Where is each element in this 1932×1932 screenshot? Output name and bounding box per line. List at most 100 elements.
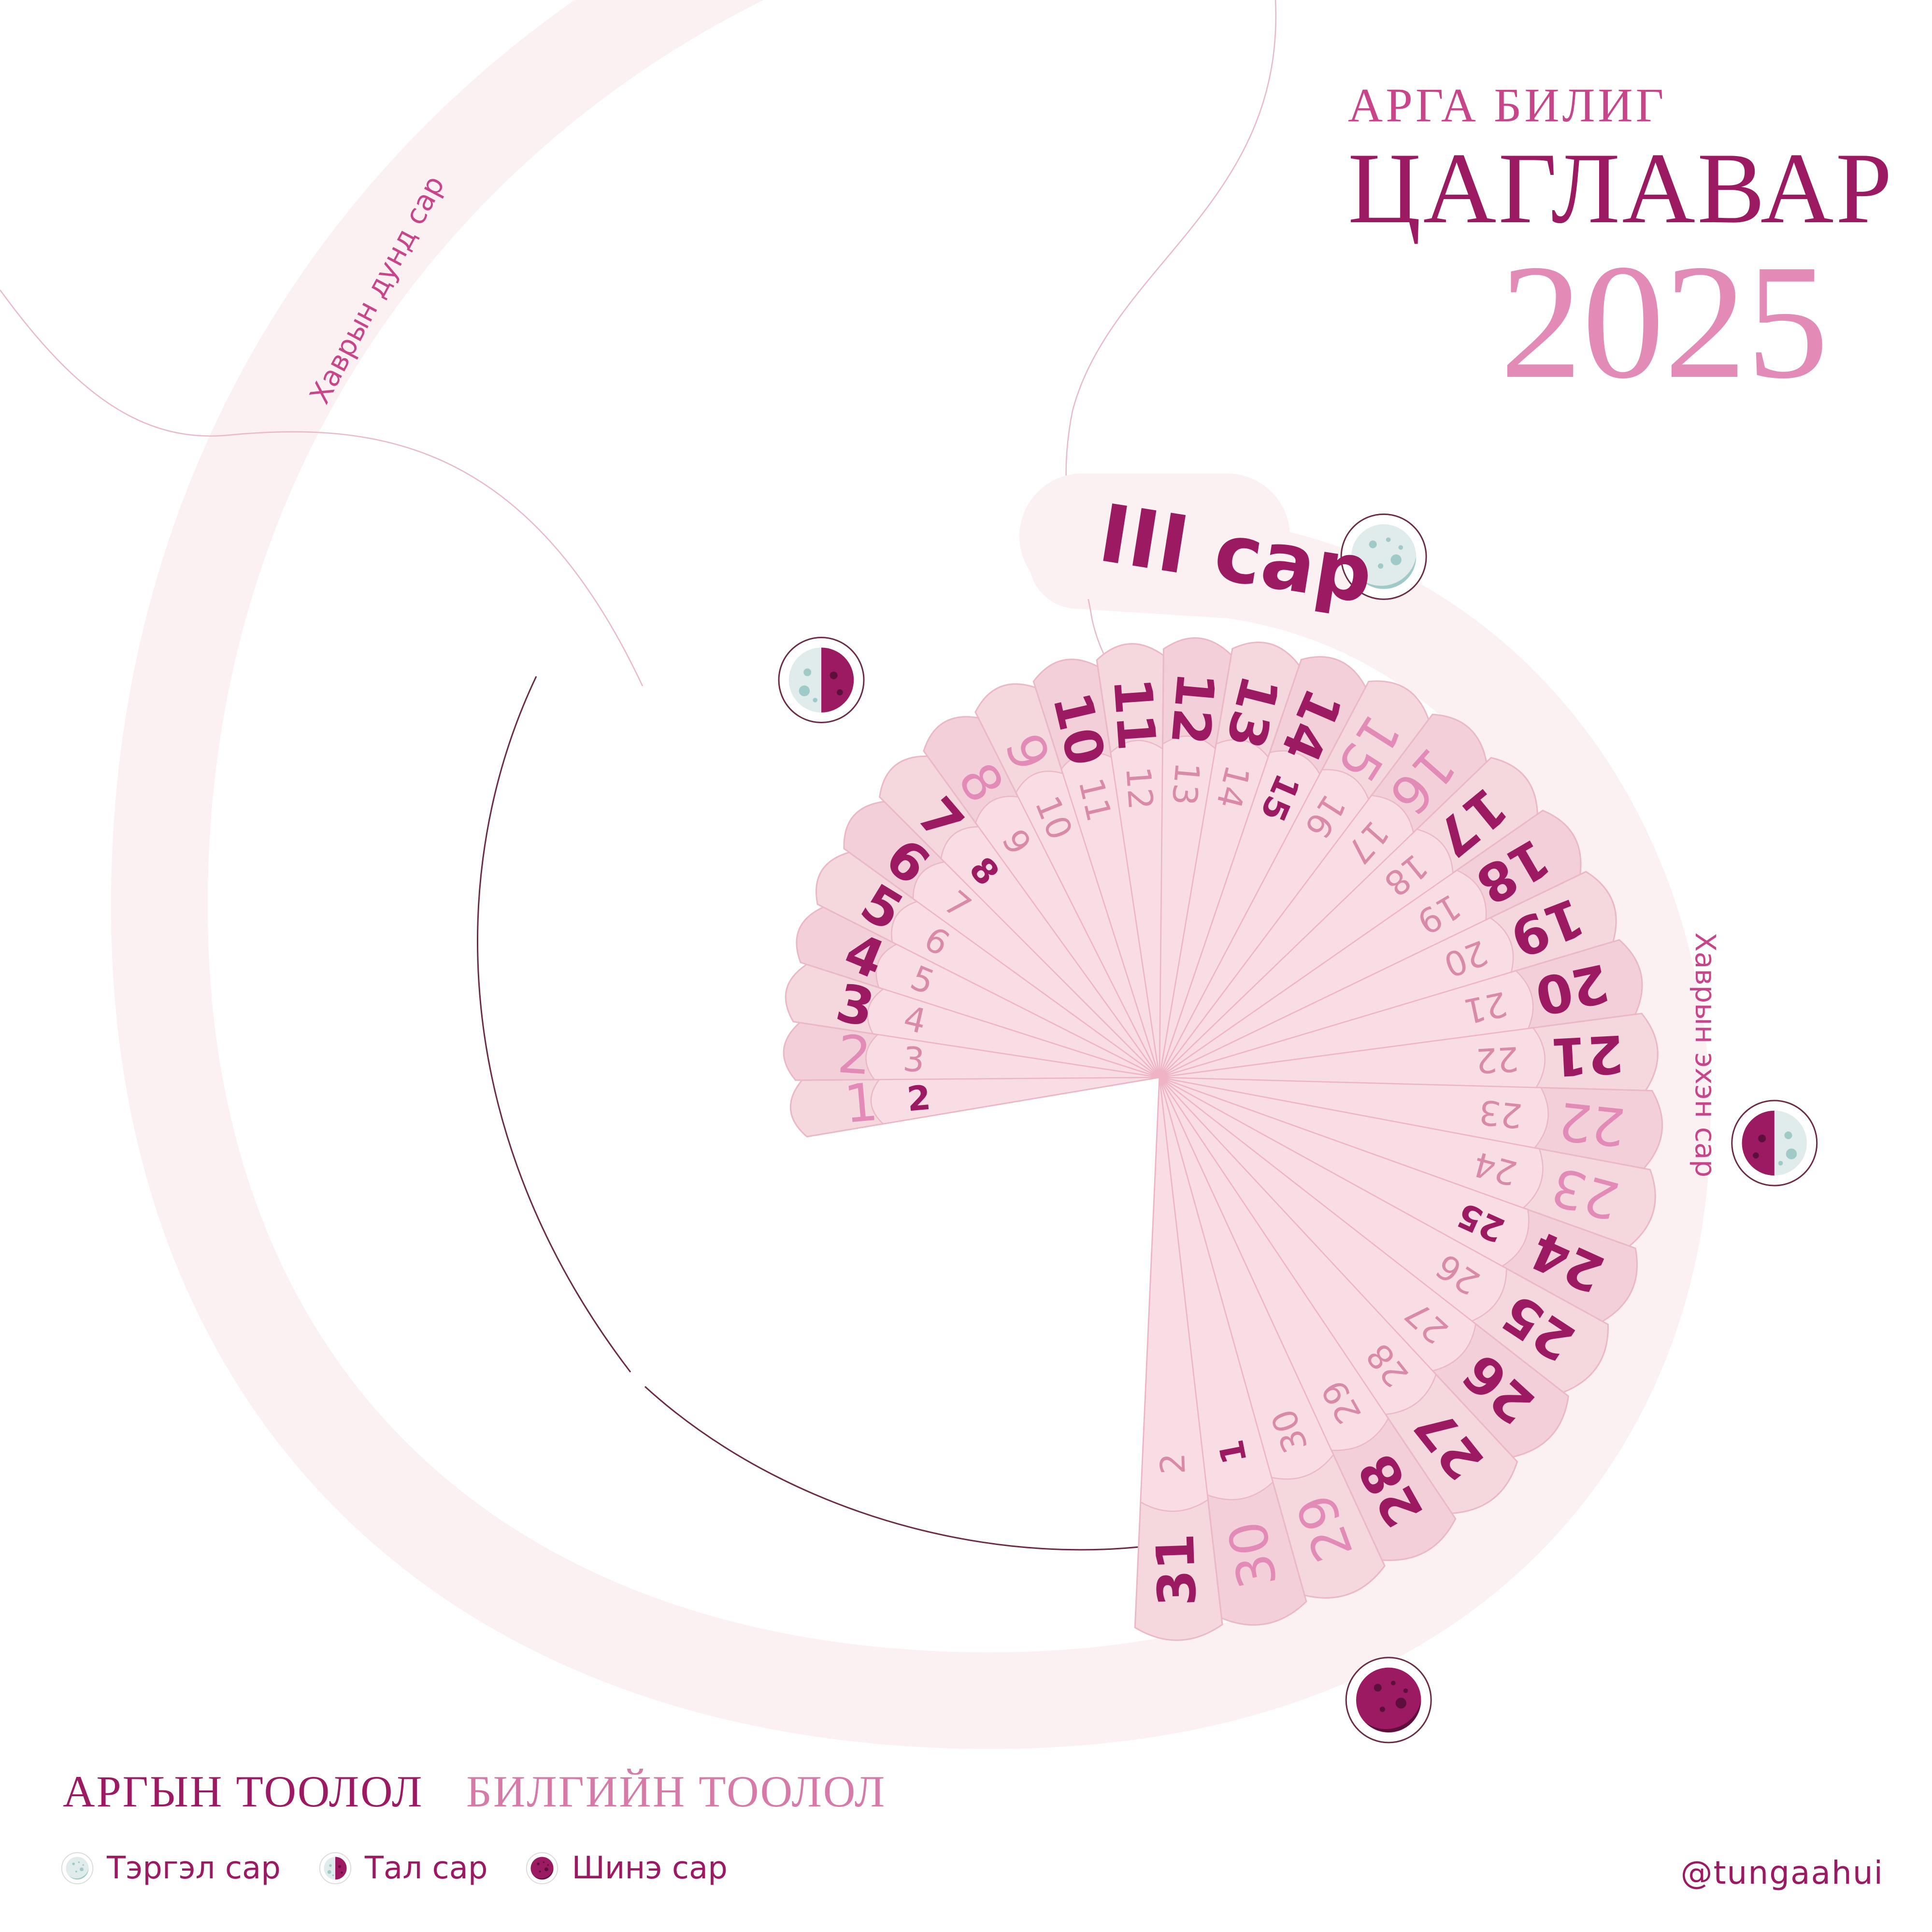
solar-day-label: 30 (1217, 1516, 1289, 1593)
bilig-calculation-label: БИЛГИЙН ТООЛОЛ (466, 1767, 887, 1816)
lunar-day-label: 23 (1477, 1092, 1524, 1136)
half-moon-marker (1731, 1100, 1818, 1187)
fan-ray (1159, 1077, 1389, 1419)
legend-item-half: Тал сар (318, 1850, 488, 1886)
legend-label: Тэргэл сар (107, 1850, 281, 1886)
lunar-day-petal (1159, 1076, 1544, 1209)
lunar-day-petal (1159, 769, 1370, 1078)
lunar-day-label: 22 (1474, 1039, 1519, 1081)
lunar-day-label: 2 (1153, 1452, 1193, 1475)
lunar-day-petal (1159, 1076, 1549, 1149)
arga-calculation-label: АРГЫН ТООЛОЛ (63, 1767, 424, 1816)
lunar-day-petal (870, 1076, 1160, 1125)
brand-title: ЦАГЛАВАР (1348, 132, 1894, 244)
solar-day-label: 1 (842, 1072, 880, 1135)
lunar-day-label: 13 (1164, 760, 1207, 807)
lunar-day-petal (1159, 970, 1534, 1078)
fan-ray (1159, 1077, 1528, 1210)
fan-ray (892, 942, 1160, 1078)
legend: Тэргэл сар Тал сар Шинэ сар (60, 1850, 752, 1886)
solar-day-label: 20 (1530, 952, 1614, 1026)
lunar-day-petal (1159, 1077, 1389, 1451)
fan-ray (1159, 744, 1163, 1078)
fan-ray (874, 1077, 1160, 1080)
legend-label: Тал сар (364, 1850, 488, 1886)
half-moon-icon (788, 647, 854, 713)
fan-ray (913, 898, 1160, 1078)
full-moon-icon (61, 1852, 94, 1885)
solar-day-label: 21 (1549, 1023, 1625, 1087)
lunar-day-petal (974, 796, 1160, 1078)
lunar-day-petal (1140, 1077, 1209, 1512)
lunar-day-petal (1060, 752, 1160, 1078)
lunar-day-petal (1159, 1077, 1437, 1415)
fan-ray (1159, 1077, 1541, 1088)
fan-ray (1159, 1077, 1334, 1455)
lunar-day-label: 11 (1071, 774, 1119, 825)
fan-ray (975, 822, 1160, 1078)
lunar-day-petal (1159, 1076, 1507, 1322)
lunar-day-petal (865, 1033, 1160, 1080)
author-handle: @tungaahui (1680, 1854, 1884, 1891)
brand-year: 2025 (1500, 230, 1829, 413)
lunar-day-petal (891, 901, 1160, 1078)
lunar-day-petal (1159, 1077, 1476, 1372)
fan-ray (1159, 752, 1271, 1078)
lunar-day-petal (1110, 740, 1163, 1078)
fan-ray (1159, 1077, 1209, 1500)
lunar-day-petal (940, 826, 1160, 1078)
lunar-day-petal (1159, 1077, 1334, 1480)
fan-ray (873, 1033, 1160, 1078)
solar-day-label: 22 (1556, 1090, 1628, 1157)
fan-ray (1110, 752, 1160, 1078)
fan-ray (1159, 1077, 1507, 1269)
solar-day-label: 31 (1145, 1532, 1208, 1607)
fan-ray (1159, 795, 1372, 1078)
lunar-day-petal (912, 861, 1160, 1078)
new-moon-icon (526, 1852, 558, 1885)
fan-ray (1159, 744, 1217, 1078)
lunar-day-petal (1159, 1076, 1530, 1267)
fan-ray (878, 987, 1160, 1078)
legend-item-full: Тэргэл сар (60, 1850, 281, 1886)
lunar-day-petal (1159, 739, 1269, 1078)
fan-ray (1159, 769, 1323, 1078)
lunar-day-petal (875, 944, 1160, 1078)
fan-ray (1159, 829, 1417, 1078)
decorative-curve (0, 289, 644, 687)
lunar-day-petal (867, 988, 1160, 1078)
fan-ray (1159, 870, 1458, 1078)
lunar-day-label: 21 (1460, 984, 1511, 1031)
month-label-pill (1019, 473, 1290, 599)
half-moon-icon (319, 1852, 352, 1885)
lunar-day-label: 12 (1118, 765, 1160, 811)
lunar-day-petal (1159, 1027, 1546, 1088)
full-moon-marker (1340, 513, 1427, 600)
fan-ray (1159, 1077, 1437, 1375)
brand-subtitle: АРГА БИЛИГ (1348, 78, 1667, 132)
new-moon-marker (1345, 1657, 1432, 1744)
solar-day-label: 12 (1159, 670, 1226, 747)
calendar-fan: 1 22 33 44 55 6677889910101111121213131414151… (783, 637, 1663, 1641)
lunar-day-petal (1159, 869, 1487, 1078)
fan-ray (1159, 1077, 1540, 1149)
lunar-day-label: 3 (902, 1039, 926, 1080)
moon-markers (778, 513, 1818, 1744)
legend-item-new: Шинэ сар (525, 1850, 728, 1886)
half-moon-icon (1742, 1110, 1807, 1176)
fan-ray (1060, 769, 1160, 1078)
fan-ray (883, 1077, 1160, 1125)
decorative-curve (1065, 0, 1277, 735)
lunar-day-petal (1159, 917, 1514, 1078)
fan-ray (1159, 917, 1490, 1078)
legend-label: Шинэ сар (572, 1850, 728, 1886)
lunar-day-petal (1159, 829, 1454, 1078)
fan-ray (941, 858, 1160, 1078)
fan-ray (1016, 792, 1160, 1078)
half-moon-marker (778, 637, 865, 724)
background-band (111, 0, 1711, 1749)
fan-ray (1159, 1077, 1476, 1325)
lunar-day-petal (1015, 771, 1160, 1078)
solar-day-label: 11 (1102, 676, 1167, 753)
fan-ray (1159, 970, 1517, 1078)
